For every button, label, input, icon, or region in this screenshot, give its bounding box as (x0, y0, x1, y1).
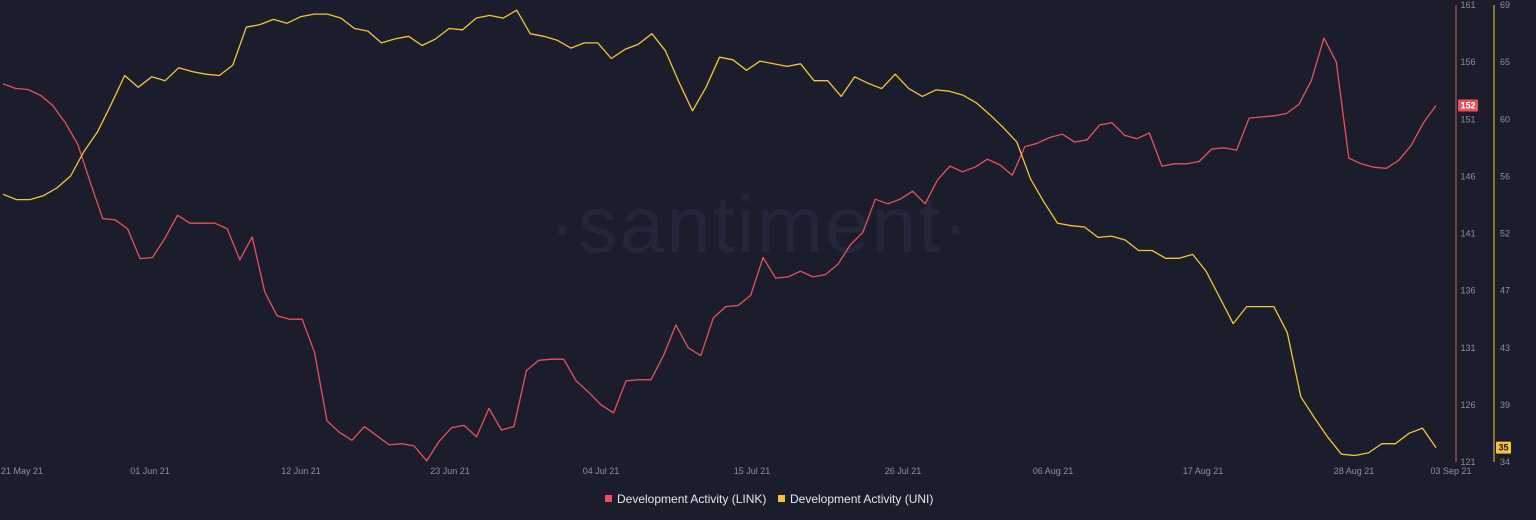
legend-swatch-link (605, 495, 612, 502)
x-tick-label: 28 Aug 21 (1334, 466, 1375, 476)
uni-y-tick-label: 56 (1500, 171, 1510, 181)
current-value-badge-uni (1496, 441, 1511, 454)
link-y-tick-label: 136 (1460, 286, 1475, 296)
x-tick-label: 01 Jun 21 (130, 466, 170, 476)
x-tick-label: 21 May 21 (1, 466, 43, 476)
x-tick-label: 15 Jul 21 (734, 466, 771, 476)
link-y-tick-label: 141 (1460, 229, 1475, 239)
legend-swatch-uni (778, 495, 785, 502)
x-tick-label: 12 Jun 21 (281, 466, 321, 476)
uni-y-tick-label: 69 (1500, 0, 1510, 10)
uni-y-tick-label: 65 (1500, 57, 1510, 67)
x-axis-ticks: 21 May 21 01 Jun 21 12 Jun 21 23 Jun 21 04 J… (1, 466, 1472, 476)
x-tick-label: 04 Jul 21 (583, 466, 620, 476)
current-value-badge-text-link: 152 (1460, 101, 1475, 111)
uni-y-tick-label: 52 (1500, 229, 1510, 239)
link-y-tick-label: 121 (1460, 457, 1475, 467)
series-line-uni[interactable] (2, 9, 1437, 457)
series-lines (2, 9, 1437, 462)
x-tick-label: 17 Aug 21 (1183, 466, 1224, 476)
current-value-badge-link (1458, 99, 1478, 112)
uni-axis-ticks: 69 65 60 56 52 47 43 39 34 (1500, 0, 1510, 467)
uni-y-tick-label: 34 (1500, 457, 1510, 467)
santiment-watermark: ·santiment· (549, 180, 971, 269)
series-line-link[interactable] (2, 37, 1437, 462)
current-value-badges: 152 35 (1458, 99, 1511, 454)
x-tick-label: 06 Aug 21 (1033, 466, 1074, 476)
uni-y-tick-label: 60 (1500, 114, 1510, 124)
x-tick-label: 03 Sep 21 (1430, 466, 1471, 476)
x-tick-label: 26 Jul 21 (885, 466, 922, 476)
link-y-tick-label: 126 (1460, 400, 1475, 410)
current-value-badge-text-uni: 35 (1498, 443, 1508, 453)
link-y-tick-label: 146 (1460, 171, 1475, 181)
legend-label-uni[interactable]: Development Activity (UNI) (790, 492, 933, 506)
uni-y-tick-label: 39 (1500, 400, 1510, 410)
link-y-tick-label: 131 (1460, 343, 1475, 353)
legend-label-link[interactable]: Development Activity (LINK) (617, 492, 766, 506)
link-y-tick-label: 151 (1460, 114, 1475, 124)
uni-y-tick-label: 43 (1500, 343, 1510, 353)
link-y-tick-label: 161 (1460, 0, 1475, 10)
uni-y-tick-label: 47 (1500, 286, 1510, 296)
x-tick-label: 23 Jun 21 (430, 466, 470, 476)
link-y-tick-label: 156 (1460, 57, 1475, 67)
link-axis-ticks: 161 156 151 146 141 136 131 126 121 (1460, 0, 1475, 467)
chart-legend[interactable]: Development Activity (LINK) Development A… (605, 492, 933, 506)
